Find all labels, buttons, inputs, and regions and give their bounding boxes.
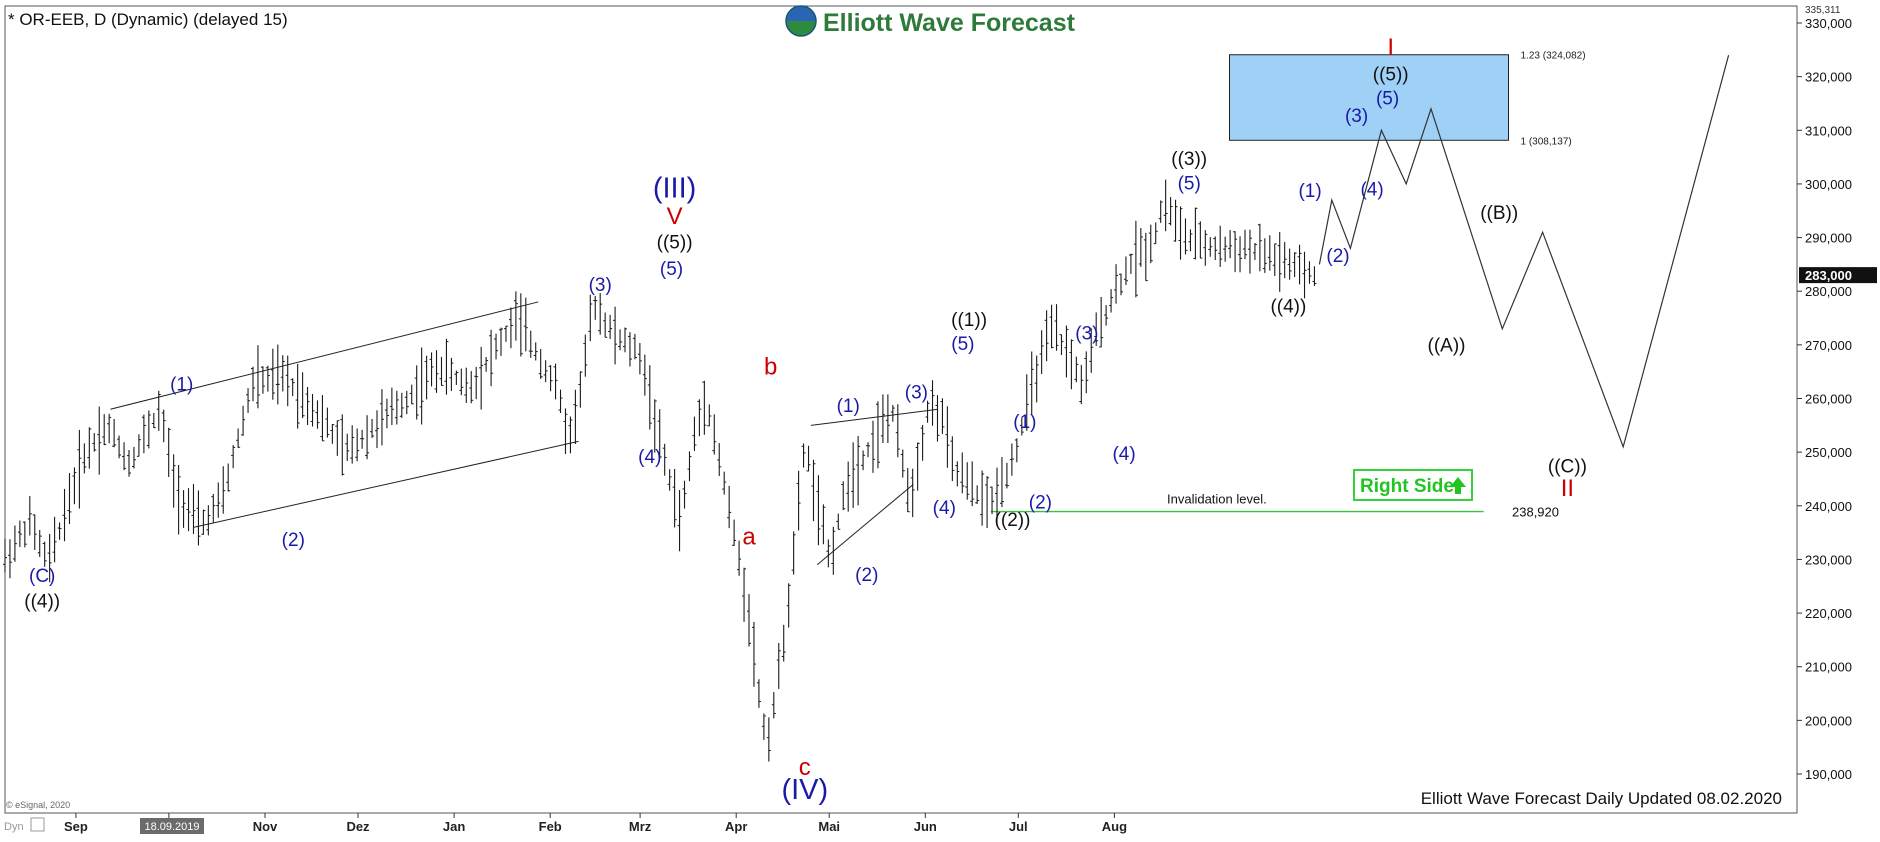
wave-label: (III)	[653, 172, 697, 204]
wave-label: ((5))	[657, 232, 693, 253]
channel-line	[810, 408, 939, 426]
wave-label: (2)	[1029, 492, 1052, 513]
wave-label: V	[667, 203, 683, 230]
x-tick-label: Nov	[253, 819, 278, 834]
wave-label: (4)	[638, 447, 661, 468]
current-price-label: 283,000	[1805, 268, 1852, 283]
y-tick-label: 300,000	[1805, 177, 1852, 192]
x-tick-label: Feb	[539, 819, 562, 834]
x-tick-label: Mai	[818, 819, 840, 834]
logo-text: Elliott Wave Forecast	[823, 9, 1076, 37]
wave-label: ((A))	[1428, 335, 1466, 356]
y-tick-label: 250,000	[1805, 445, 1852, 460]
copyright-text: © eSignal, 2020	[6, 800, 70, 810]
x-tick-label: Aug	[1102, 819, 1127, 834]
plot-border	[4, 5, 1798, 814]
y-tick-label: 290,000	[1805, 231, 1852, 246]
wave-label: (1)	[1013, 412, 1036, 433]
wave-label: (C)	[29, 566, 55, 587]
wave-label: (5)	[951, 334, 974, 355]
channel-line	[193, 440, 579, 528]
calendar-icon[interactable]	[30, 817, 45, 832]
wave-label: (2)	[855, 565, 878, 586]
wave-label: (3)	[1075, 323, 1098, 344]
x-tick-label: Dez	[346, 819, 370, 834]
target-box	[1229, 54, 1509, 141]
y-tick-label: 240,000	[1805, 499, 1852, 514]
wave-label: (5)	[1178, 173, 1201, 194]
projection-path	[1318, 55, 1730, 449]
wave-label: (5)	[660, 259, 683, 280]
invalidation-label: Invalidation level.	[1167, 492, 1267, 507]
wave-label: a	[742, 523, 756, 550]
y-top-label: 335,311	[1805, 5, 1841, 16]
x-tick-label: Mrz	[629, 819, 652, 834]
x-tick-label: Jun	[914, 819, 937, 834]
wave-label: ((C))	[1548, 457, 1587, 478]
updated-text: Elliott Wave Forecast Daily Updated 08.0…	[1421, 789, 1782, 808]
current-price-tag	[1799, 267, 1877, 284]
wave-label: (3)	[905, 383, 928, 404]
wave-label: b	[764, 353, 777, 380]
price-bars	[3, 179, 1317, 762]
right-side-label: Right Side	[1360, 476, 1454, 497]
wave-label: (IV)	[781, 774, 828, 806]
x-tick-label: Jan	[443, 819, 465, 834]
wave-label: ((5))	[1373, 64, 1409, 85]
target-zone: 1.23 (324,082) 1 (308,137)	[1229, 51, 1586, 147]
y-tick-label: 200,000	[1805, 713, 1852, 728]
invalidation-value: 238,920	[1512, 505, 1559, 520]
logo: Elliott Wave Forecast	[785, 5, 1076, 37]
wave-label: ((4))	[1270, 297, 1306, 318]
wave-label: ((2))	[995, 510, 1031, 531]
wave-label: II	[1561, 475, 1574, 502]
wave-label: (1)	[837, 396, 860, 417]
date-box	[140, 818, 204, 834]
wave-label: (3)	[1345, 106, 1368, 127]
wave-label: (4)	[1360, 180, 1383, 201]
fib-label: 1.23 (324,082)	[1521, 51, 1586, 62]
x-tick-label: Jul	[1009, 819, 1028, 834]
y-tick-label: 230,000	[1805, 552, 1852, 567]
wave-label: (5)	[1376, 89, 1399, 110]
y-tick-label: 220,000	[1805, 606, 1852, 621]
y-tick-label: 270,000	[1805, 338, 1852, 353]
x-tick-label: Sep	[64, 819, 88, 834]
wave-label: ((1))	[951, 310, 987, 331]
y-tick-label: 210,000	[1805, 660, 1852, 675]
wave-labels: (C)((4))(1)(2)(3)(4)(5)((5))V(III)bac(IV…	[24, 34, 1587, 806]
corner-label: Dyn	[4, 821, 24, 833]
wave-label: I	[1387, 34, 1394, 61]
wave-label: (4)	[1112, 444, 1135, 465]
y-tick-label: 310,000	[1805, 123, 1852, 138]
chart-title: * OR-EEB, D (Dynamic) (delayed 15)	[8, 10, 288, 29]
wave-label: (2)	[1326, 246, 1349, 267]
wave-label: ((3))	[1171, 149, 1207, 170]
wave-label: c	[799, 754, 811, 781]
invalidation-layer: Invalidation level. 238,920 Right Side	[990, 469, 1559, 520]
channel-line	[110, 301, 539, 410]
wave-label: (3)	[589, 275, 612, 296]
wave-label: ((B))	[1480, 203, 1518, 224]
y-tick-label: 330,000	[1805, 16, 1852, 31]
up-arrow-icon	[1450, 477, 1466, 494]
wave-label: ((4))	[24, 592, 60, 613]
wave-label: (4)	[933, 498, 956, 519]
x-tick-label: Apr	[725, 819, 747, 834]
fib-label: 1 (308,137)	[1521, 136, 1572, 147]
date-box-label: 18.09.2019	[144, 821, 199, 833]
wave-label: (1)	[170, 374, 193, 395]
y-tick-label: 280,000	[1805, 284, 1852, 299]
wave-label: (1)	[1298, 181, 1321, 202]
wave-label: (2)	[282, 530, 305, 551]
y-tick-label: 320,000	[1805, 70, 1852, 85]
projection-line	[1318, 55, 1730, 449]
y-tick-label: 260,000	[1805, 392, 1852, 407]
y-tick-label: 190,000	[1805, 767, 1852, 782]
plot-area	[4, 5, 1798, 814]
